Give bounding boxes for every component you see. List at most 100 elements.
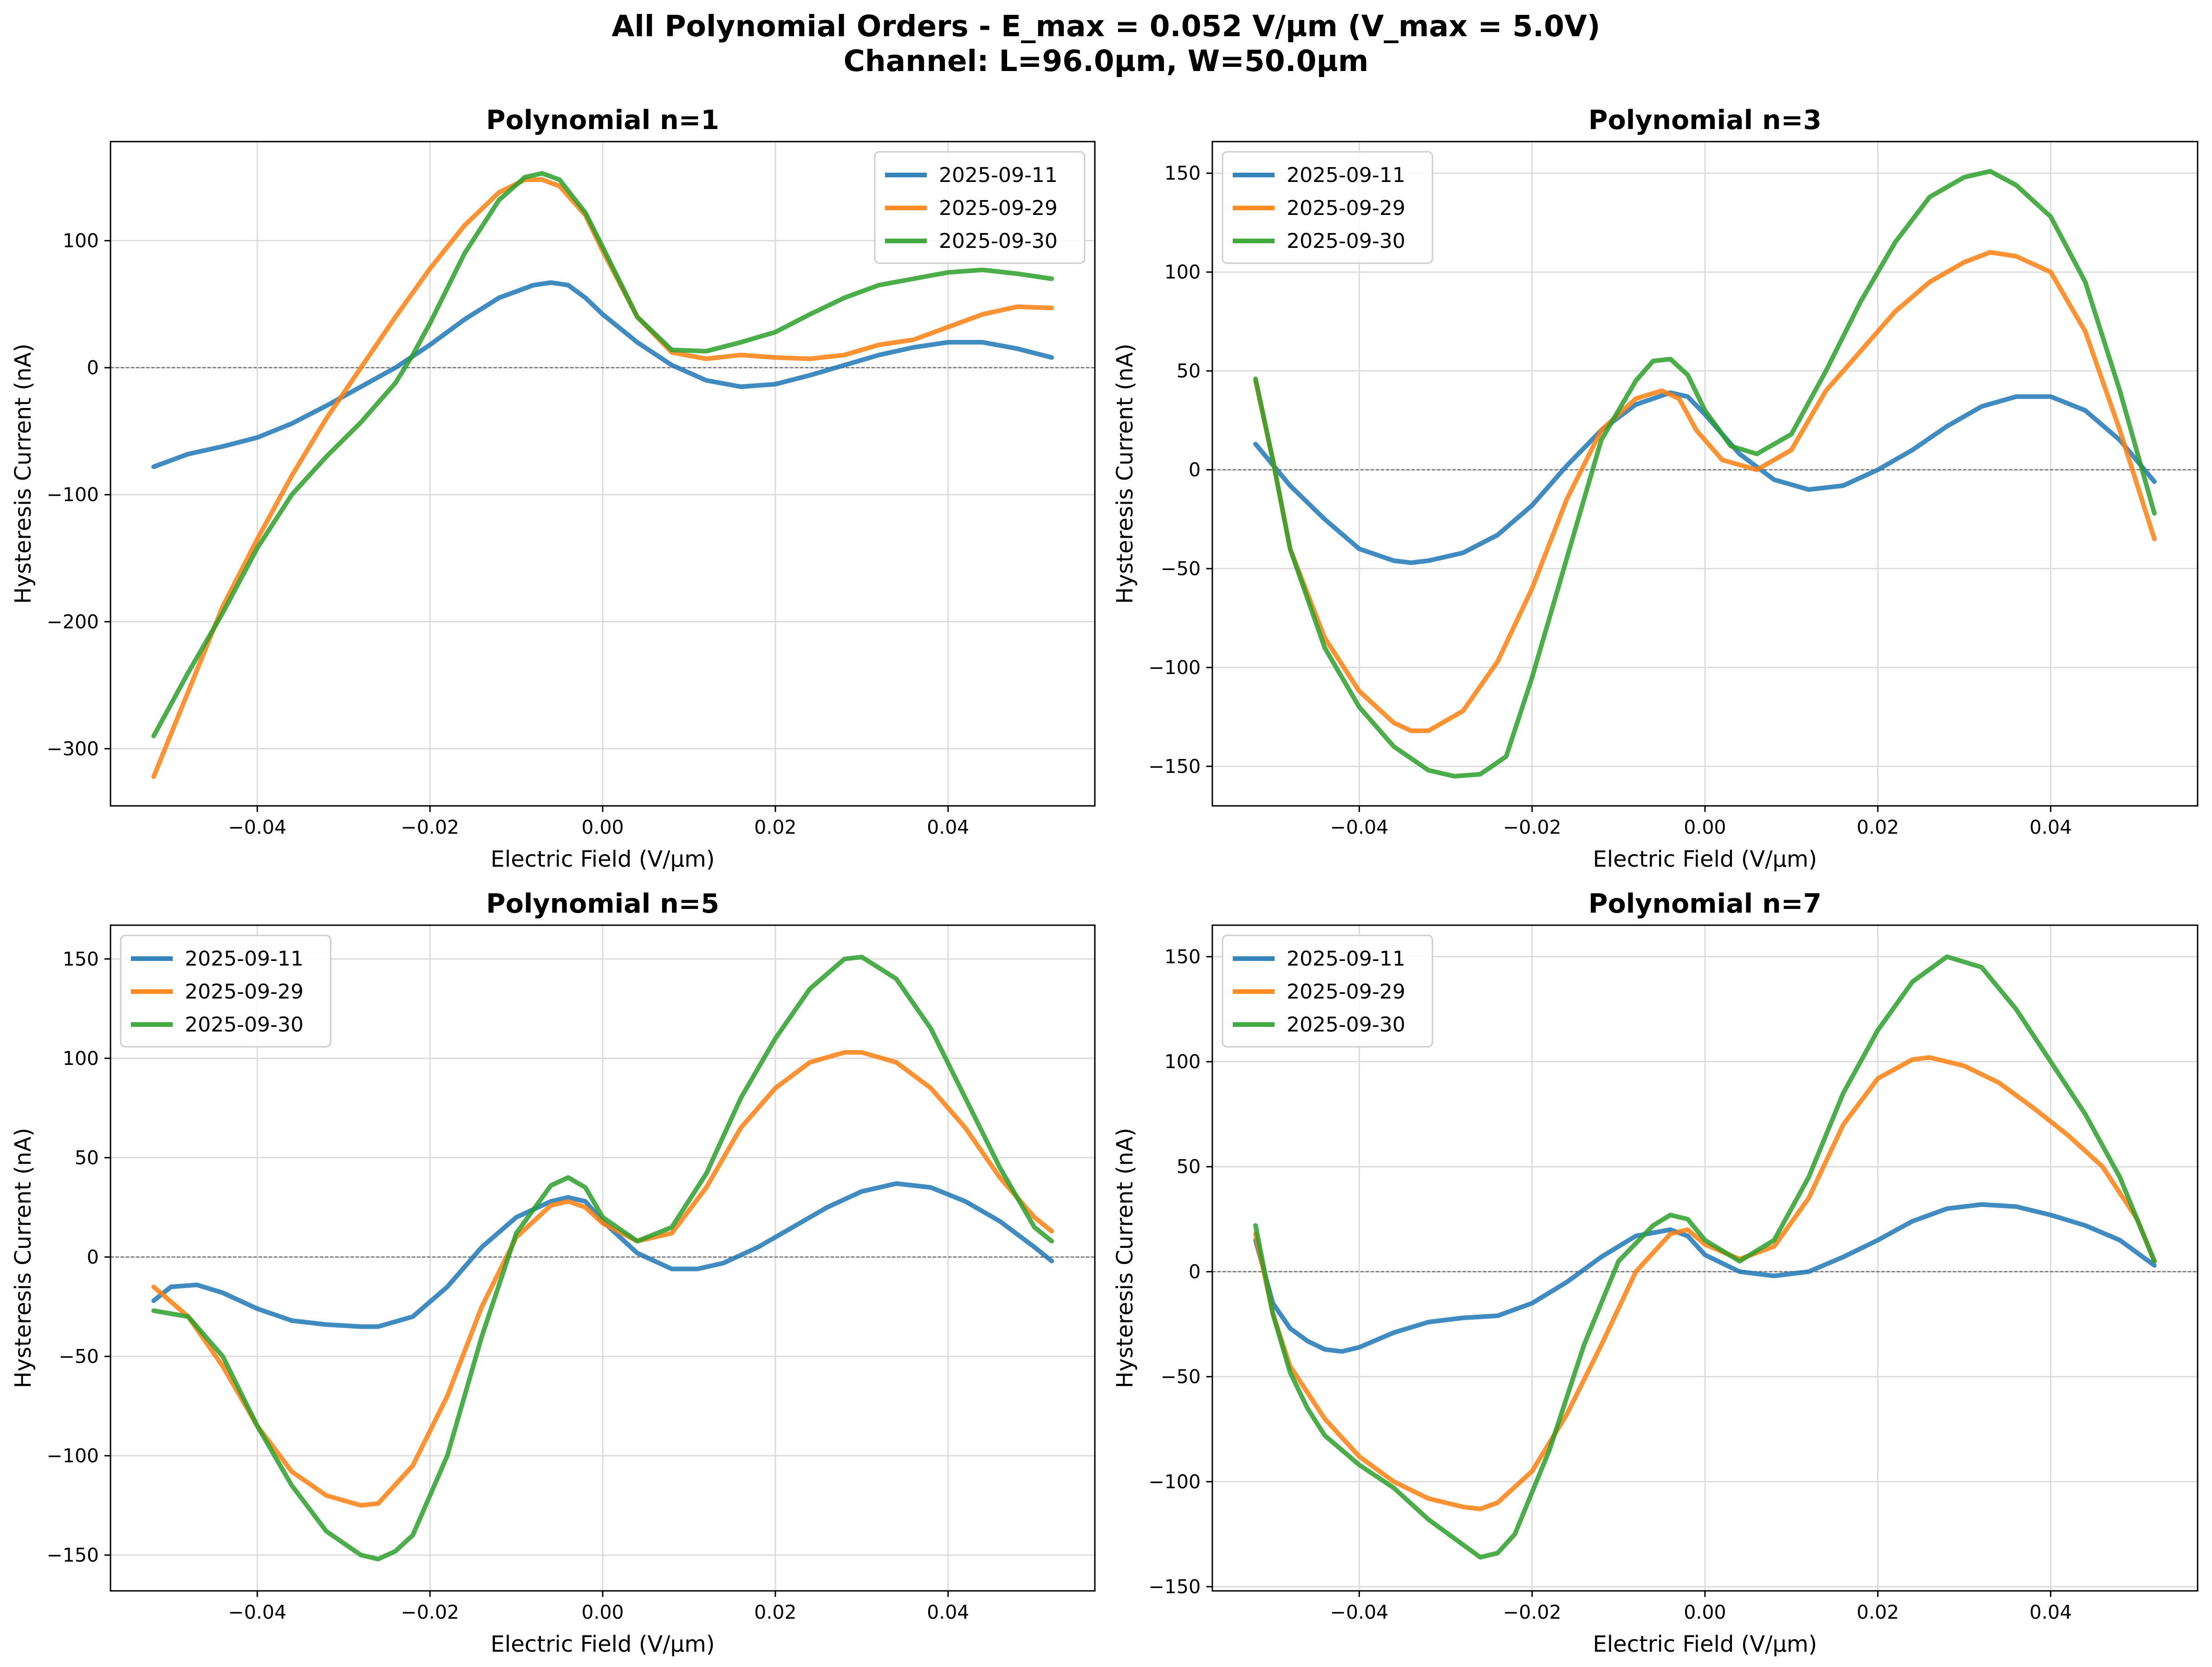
x-tick-label: −0.02 (401, 1601, 459, 1623)
subplot-2: −0.04 −0.02 0.00 0.02 0.04 −150 −100 −50 0 50 100 1… (1112, 105, 2199, 872)
x-axis-label: Electric Field (V/µm) (1593, 846, 1817, 872)
y-tick-label: −300 (46, 738, 99, 760)
legend-label: 2025-09-29 (939, 196, 1058, 220)
series-line-2025-09-11 (1253, 390, 2157, 565)
y-tick-label: 100 (63, 1047, 99, 1070)
legend: 2025-09-11 2025-09-29 2025-09-30 (874, 151, 1086, 264)
series-line-2025-09-11 (151, 280, 1054, 469)
y-tick-label: 100 (1165, 1051, 1201, 1073)
x-tick-label: 0.02 (1857, 816, 1899, 838)
x-axis-label: Electric Field (V/µm) (491, 1631, 715, 1657)
legend-label: 2025-09-11 (939, 163, 1058, 187)
figure-title-line1: All Polynomial Orders - E_max = 0.052 V/… (612, 9, 1600, 43)
legend-label: 2025-09-30 (939, 229, 1058, 253)
y-tick-label: −150 (46, 1544, 99, 1566)
y-tick-label: 0 (1189, 459, 1201, 481)
y-axis-label: Hysteresis Current (nA) (10, 1128, 36, 1388)
x-tick-label: 0.02 (1857, 1601, 1899, 1623)
y-tick-label: −100 (46, 484, 99, 506)
x-tick-label: −0.02 (1503, 1601, 1561, 1623)
legend-label: 2025-09-30 (1287, 1013, 1405, 1037)
subplot-title: Polynomial n=3 (1588, 105, 1822, 136)
y-tick-label: −50 (1160, 1366, 1201, 1388)
y-tick-label: −100 (1148, 1471, 1201, 1493)
series-line-2025-09-29 (151, 1050, 1054, 1508)
series-group (1253, 954, 2157, 1560)
y-tick-label: 150 (1165, 946, 1201, 968)
x-tick-label: 0.00 (1684, 1601, 1726, 1623)
x-tick-label: −0.04 (1330, 1601, 1389, 1623)
x-tick-label: 0.00 (581, 1601, 624, 1623)
series-line-2025-09-30 (1253, 954, 2157, 1560)
y-axis-label: Hysteresis Current (nA) (10, 344, 36, 604)
x-tick-label: 0.04 (2030, 1601, 2072, 1623)
legend-label: 2025-09-11 (185, 947, 304, 971)
y-tick-label: −50 (59, 1345, 99, 1368)
subplot-title: Polynomial n=7 (1588, 889, 1822, 919)
series-line-2025-09-29 (1253, 1055, 2157, 1511)
legend-label: 2025-09-29 (185, 980, 304, 1004)
series-line-2025-09-30 (1253, 169, 2157, 779)
y-tick-label: 100 (1165, 261, 1201, 283)
series-line-2025-09-30 (151, 954, 1054, 1562)
legend-label: 2025-09-11 (1287, 163, 1405, 187)
legend: 2025-09-11 2025-09-29 2025-09-30 (1222, 934, 1433, 1048)
x-tick-label: −0.04 (1330, 816, 1389, 838)
x-tick-label: 0.00 (1684, 816, 1726, 838)
subplot-title: Polynomial n=5 (486, 889, 719, 919)
subplots-grid: −0.04 −0.02 0.00 0.02 0.04 −300 −200 −100 0 100 Po… (10, 105, 2199, 1657)
series-group (151, 954, 1054, 1562)
y-axis-label: Hysteresis Current (nA) (1112, 344, 1138, 604)
legend: 2025-09-11 2025-09-29 2025-09-30 (1222, 151, 1433, 264)
series-line-2025-09-29 (1253, 250, 2157, 733)
series-line-2025-09-30 (151, 171, 1054, 739)
y-tick-label: −150 (1148, 755, 1201, 778)
series-line-2025-09-11 (1253, 1202, 2157, 1354)
y-tick-label: −50 (1160, 558, 1201, 580)
y-tick-label: 100 (63, 229, 99, 252)
subplot-4: −0.04 −0.02 0.00 0.02 0.04 −150 −100 −50 0 50 100 1… (1112, 889, 2199, 1657)
legend-box (1222, 151, 1433, 264)
legend-box (874, 151, 1086, 264)
y-tick-label: 150 (63, 948, 99, 970)
x-tick-label: −0.02 (1503, 816, 1561, 838)
x-tick-label: −0.04 (228, 1601, 286, 1623)
legend-label: 2025-09-30 (1287, 229, 1405, 253)
figure-title-line2: Channel: L=96.0µm, W=50.0µm (844, 44, 1369, 78)
subplot-1: −0.04 −0.02 0.00 0.02 0.04 −300 −200 −100 0 100 Po… (10, 105, 1096, 872)
y-tick-label: 0 (87, 357, 99, 379)
y-tick-label: 0 (87, 1246, 99, 1268)
y-tick-label: 50 (1177, 360, 1201, 382)
series-line-2025-09-11 (151, 1181, 1054, 1329)
y-tick-label: −100 (1148, 656, 1201, 679)
x-axis-label: Electric Field (V/µm) (491, 846, 715, 872)
x-tick-label: 0.02 (754, 1601, 796, 1623)
legend-label: 2025-09-29 (1287, 980, 1405, 1004)
y-tick-label: 0 (1189, 1260, 1201, 1283)
legend-label: 2025-09-30 (185, 1013, 304, 1037)
x-tick-label: 0.04 (927, 1601, 969, 1623)
legend-label: 2025-09-11 (1287, 947, 1405, 971)
x-tick-label: −0.02 (401, 816, 459, 838)
y-tick-label: −200 (46, 610, 99, 633)
y-axis-label: Hysteresis Current (nA) (1112, 1128, 1138, 1388)
x-tick-label: −0.04 (228, 816, 286, 838)
subplot-title: Polynomial n=1 (486, 105, 719, 136)
y-tick-label: 150 (1165, 162, 1201, 184)
y-tick-label: 50 (75, 1147, 99, 1169)
x-tick-label: 0.02 (754, 816, 796, 838)
y-tick-label: −100 (46, 1445, 99, 1467)
legend: 2025-09-11 2025-09-29 2025-09-30 (120, 934, 332, 1048)
x-tick-label: 0.00 (581, 816, 624, 838)
legend-box (1222, 934, 1433, 1048)
x-tick-label: 0.04 (2030, 816, 2072, 838)
legend-label: 2025-09-29 (1287, 196, 1405, 220)
subplot-3: −0.04 −0.02 0.00 0.02 0.04 −150 −100 −50 0 50 100 1… (10, 889, 1096, 1657)
series-group (151, 171, 1054, 779)
series-group (1253, 169, 2157, 779)
y-tick-label: −150 (1148, 1576, 1201, 1598)
y-tick-label: 50 (1177, 1155, 1201, 1178)
legend-box (120, 934, 332, 1048)
